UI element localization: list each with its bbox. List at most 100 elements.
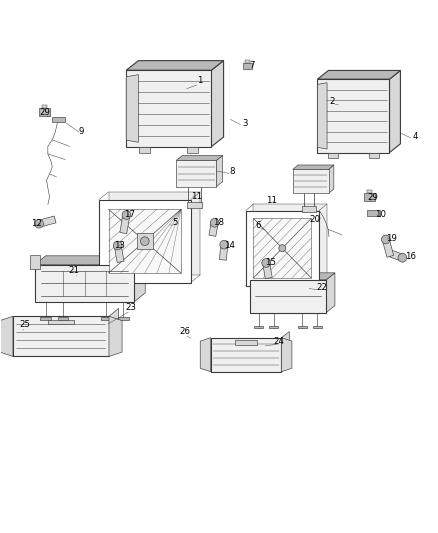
Polygon shape — [187, 147, 198, 153]
Polygon shape — [382, 239, 394, 257]
Text: 21: 21 — [68, 266, 80, 276]
Polygon shape — [263, 262, 272, 279]
Polygon shape — [243, 62, 252, 69]
Polygon shape — [137, 233, 152, 249]
Polygon shape — [0, 316, 13, 357]
Text: 24: 24 — [274, 337, 285, 346]
Text: 3: 3 — [243, 119, 248, 128]
Polygon shape — [254, 326, 263, 328]
Polygon shape — [114, 245, 124, 262]
Polygon shape — [126, 61, 223, 70]
Polygon shape — [212, 61, 223, 147]
Polygon shape — [200, 338, 211, 372]
Text: 10: 10 — [375, 211, 386, 220]
Circle shape — [220, 240, 229, 249]
Text: 18: 18 — [212, 219, 224, 228]
Polygon shape — [318, 70, 400, 79]
Polygon shape — [250, 273, 335, 280]
Polygon shape — [209, 222, 218, 236]
Polygon shape — [126, 75, 138, 142]
Polygon shape — [109, 309, 119, 357]
Text: 2: 2 — [330, 97, 335, 106]
Polygon shape — [246, 211, 319, 286]
Circle shape — [113, 241, 122, 250]
Circle shape — [279, 245, 286, 252]
Polygon shape — [187, 202, 202, 207]
Text: 17: 17 — [124, 211, 135, 220]
Polygon shape — [120, 214, 130, 233]
Polygon shape — [293, 169, 328, 193]
Polygon shape — [318, 79, 389, 152]
Text: 29: 29 — [39, 108, 50, 117]
Polygon shape — [387, 249, 403, 261]
Text: 13: 13 — [114, 241, 125, 250]
Polygon shape — [298, 326, 307, 328]
Polygon shape — [219, 244, 228, 260]
Polygon shape — [235, 340, 257, 345]
Text: 29: 29 — [367, 193, 378, 202]
Polygon shape — [313, 326, 322, 328]
Polygon shape — [364, 193, 375, 201]
Polygon shape — [139, 147, 150, 153]
Polygon shape — [48, 320, 74, 324]
Polygon shape — [126, 70, 212, 147]
Polygon shape — [176, 156, 223, 160]
Polygon shape — [42, 105, 47, 108]
Polygon shape — [39, 108, 50, 116]
Polygon shape — [35, 256, 145, 264]
Circle shape — [398, 253, 407, 262]
Polygon shape — [318, 83, 327, 149]
Text: 22: 22 — [316, 283, 327, 292]
Text: 14: 14 — [223, 241, 234, 250]
Polygon shape — [109, 192, 200, 275]
Circle shape — [210, 219, 219, 227]
Circle shape — [381, 235, 390, 244]
Text: 12: 12 — [31, 219, 42, 228]
Text: 15: 15 — [265, 257, 276, 266]
Polygon shape — [99, 200, 191, 282]
Polygon shape — [176, 160, 216, 187]
Text: 11: 11 — [266, 196, 277, 205]
Text: 11: 11 — [191, 192, 202, 201]
Polygon shape — [254, 219, 311, 278]
Polygon shape — [328, 152, 339, 158]
Text: 5: 5 — [173, 219, 178, 228]
Polygon shape — [254, 204, 327, 279]
Text: 4: 4 — [413, 132, 418, 141]
Text: 25: 25 — [19, 320, 30, 329]
Text: 23: 23 — [125, 303, 136, 312]
Polygon shape — [35, 264, 134, 302]
Text: 26: 26 — [180, 327, 191, 336]
Text: 6: 6 — [255, 221, 261, 230]
Polygon shape — [282, 338, 292, 372]
Circle shape — [122, 211, 131, 220]
Polygon shape — [13, 349, 119, 357]
Text: 1: 1 — [197, 76, 202, 85]
Polygon shape — [118, 317, 129, 320]
Polygon shape — [109, 316, 122, 357]
Polygon shape — [367, 190, 372, 193]
Polygon shape — [368, 152, 378, 158]
Circle shape — [141, 237, 149, 246]
Polygon shape — [30, 255, 40, 269]
Text: 8: 8 — [230, 167, 235, 176]
Polygon shape — [326, 273, 335, 312]
Polygon shape — [389, 70, 400, 152]
Polygon shape — [216, 156, 223, 187]
Polygon shape — [52, 117, 65, 123]
Polygon shape — [282, 332, 289, 372]
Polygon shape — [109, 209, 181, 273]
Polygon shape — [58, 317, 68, 320]
Circle shape — [262, 259, 271, 268]
Circle shape — [35, 220, 43, 228]
Polygon shape — [40, 317, 51, 320]
Text: 7: 7 — [249, 61, 254, 70]
Polygon shape — [367, 210, 380, 216]
Polygon shape — [328, 165, 334, 193]
Polygon shape — [211, 366, 289, 372]
Text: 20: 20 — [310, 215, 321, 224]
Polygon shape — [269, 326, 278, 328]
Polygon shape — [211, 338, 282, 372]
Text: 9: 9 — [79, 127, 84, 136]
Polygon shape — [302, 206, 316, 212]
